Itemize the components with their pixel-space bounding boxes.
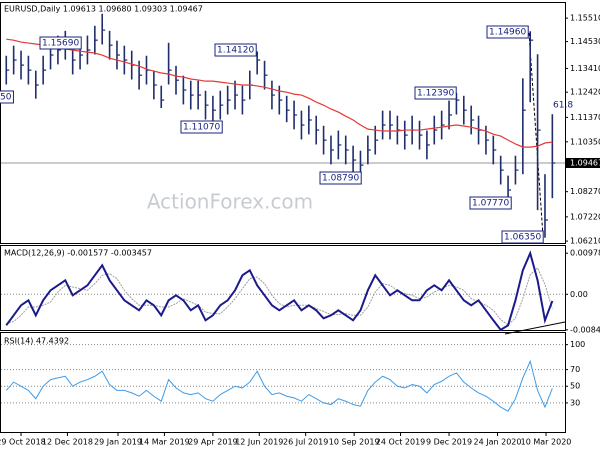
annotation: 1.08790 xyxy=(322,174,359,184)
annotation: 1.15690 xyxy=(42,39,79,49)
x-tick-label: 29 Jan 2019 xyxy=(94,438,142,447)
annotation-box xyxy=(319,171,362,185)
annotation: 50 xyxy=(0,93,12,103)
annotation-box xyxy=(501,230,544,244)
annotation: 1.14960 xyxy=(489,28,526,38)
y-tick-label: 0.00 xyxy=(570,290,588,299)
y-tick-label: 1.07220 xyxy=(570,212,600,221)
x-tick-label: 29 Apr 2019 xyxy=(188,438,237,447)
y-tick-label: 1.11370 xyxy=(570,113,600,122)
moving-average xyxy=(6,38,553,148)
current-price-label: 1.09467 xyxy=(570,158,600,167)
annotation-box xyxy=(180,120,223,134)
y-tick-label: 100 xyxy=(570,340,585,349)
price-panel-border xyxy=(0,2,566,244)
y-tick-label: 30 xyxy=(570,398,580,407)
annotation: 1.06350 xyxy=(504,233,541,243)
annotation-box xyxy=(486,25,529,39)
panel-title: EURUSD,Daily 1.09613 1.09680 1.09303 1.0… xyxy=(4,5,203,14)
watermark: ActionForex.com xyxy=(147,190,313,214)
x-tick-label: 24 Oct 2019 xyxy=(376,438,425,447)
annotation-box xyxy=(214,43,257,57)
macd-line xyxy=(5,250,554,332)
y-tick-label: 70 xyxy=(570,365,580,374)
x-tick-label: 10 Mar 2020 xyxy=(521,438,572,447)
annotation-box xyxy=(414,86,457,100)
macd-panel-border xyxy=(0,245,566,331)
y-tick-label: 1.15510 xyxy=(570,14,600,23)
x-tick-label: 24 Jan 2020 xyxy=(474,438,522,447)
annotation: 1.07770 xyxy=(472,199,509,209)
y-tick-label: 1.10350 xyxy=(570,137,600,146)
x-tick-label: 26 Jul 2019 xyxy=(283,438,328,447)
y-tick-label: 1.13410 xyxy=(570,64,600,73)
x-tick-label: 29 Oct 2018 xyxy=(0,438,46,447)
y-tick-label: 50 xyxy=(570,382,580,391)
y-tick-label: 0.00978 xyxy=(570,249,600,258)
panel-title: RSI(14) 47.4392 xyxy=(4,337,69,346)
annotation: 1.11070 xyxy=(183,123,220,133)
x-tick-label: 14 Mar 2019 xyxy=(139,438,190,447)
x-tick-label: 9 Dec 2019 xyxy=(426,438,472,447)
y-tick-label: 1.14530 xyxy=(570,37,600,46)
annotation-box xyxy=(469,196,512,210)
current-price-box xyxy=(566,157,600,168)
annotation: 1.12390 xyxy=(417,89,454,99)
y-tick-label: 1.06210 xyxy=(570,237,600,246)
fib-line xyxy=(528,32,544,237)
x-tick-label: 12 Dec 2018 xyxy=(42,438,93,447)
y-tick-label: 1.08270 xyxy=(570,187,600,196)
panel-title: MACD(12,26,9) -0.001577 -0.003457 xyxy=(4,249,152,258)
macd-trendline xyxy=(504,321,566,335)
signal-line xyxy=(6,267,553,326)
rsi-line xyxy=(5,359,553,412)
annotation-box xyxy=(0,90,14,104)
x-tick-label: 12 Jun 2019 xyxy=(235,438,283,447)
rsi-panel-border xyxy=(0,332,566,433)
x-tick-label: 10 Sep 2019 xyxy=(329,438,380,447)
y-tick-label: 1.12420 xyxy=(570,88,600,97)
y-tick-label: -0.008464 xyxy=(570,325,600,334)
annotation-box xyxy=(39,36,82,50)
annotation: 61.8 xyxy=(553,101,573,111)
annotation: 1.14120 xyxy=(217,46,254,56)
